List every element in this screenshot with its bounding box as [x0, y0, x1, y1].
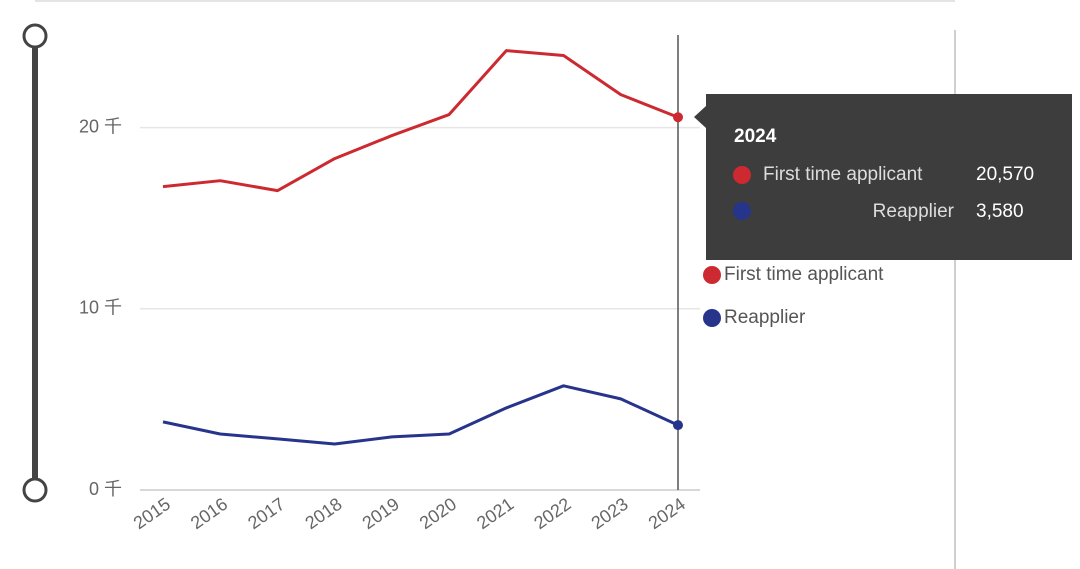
y-tick-label: 20 千 — [79, 116, 122, 136]
x-tick-label: 2023 — [588, 494, 632, 533]
tooltip-box — [706, 94, 1072, 260]
slider-handle[interactable] — [22, 477, 48, 503]
tooltip-dot — [733, 202, 751, 220]
x-tick-label: 2024 — [645, 494, 689, 533]
plot: 0 千 10 千 20 千 2015 2016 2017 2018 2019 2020 2021 2… — [79, 116, 700, 533]
legend: First time applicant Reapplier — [703, 264, 884, 328]
line — [162, 384, 679, 446]
x-tick-label: 2017 — [244, 494, 288, 533]
line — [162, 49, 679, 193]
tooltip: 2024 First time applicant 20,570 Reappli… — [694, 94, 1072, 260]
highlight-point — [673, 112, 683, 123]
slider-handle[interactable] — [22, 23, 48, 49]
legend-marker — [703, 266, 721, 284]
series-group — [162, 49, 683, 446]
tooltip-title: 2024 — [734, 126, 777, 147]
x-tick-label: 2020 — [416, 494, 460, 533]
tooltip-dot — [733, 166, 751, 184]
x-tick-label: 2016 — [187, 494, 231, 533]
x-tick-label: 2019 — [359, 494, 403, 533]
tooltip-value: 3,580 — [976, 201, 1024, 222]
y-tick-label: 0 千 — [89, 479, 122, 499]
x-tick-label: 2015 — [130, 494, 174, 533]
tooltip-arrow — [694, 106, 706, 128]
tooltip-value: 20,570 — [976, 164, 1034, 185]
y-tick-label: 10 千 — [79, 298, 122, 318]
legend-label: First time applicant — [724, 264, 884, 285]
legend-marker — [703, 309, 721, 327]
legend-label: Reapplier — [724, 307, 806, 328]
x-tick-label: 2022 — [530, 494, 574, 533]
tooltip-name: First time applicant — [763, 164, 923, 185]
highlight-point — [673, 420, 683, 431]
tooltip-name: Reapplier — [873, 201, 955, 222]
x-tick-label: 2021 — [473, 494, 517, 533]
x-tick-label: 2018 — [301, 494, 345, 533]
